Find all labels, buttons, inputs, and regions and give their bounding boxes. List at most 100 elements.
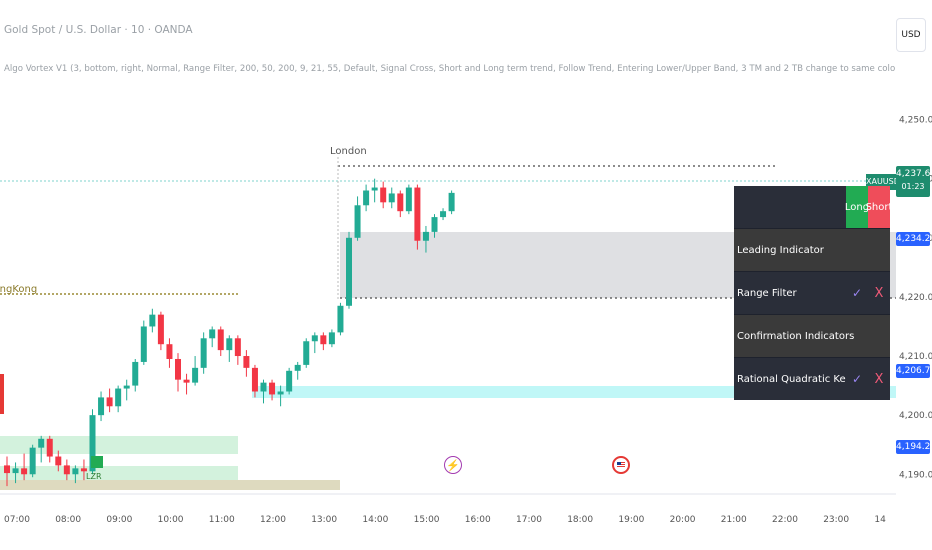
price-tick-label: 4,220.000: [899, 293, 932, 303]
candle-body: [226, 338, 233, 351]
candle-body: [149, 314, 156, 327]
time-tick-label: 17:00: [516, 515, 542, 525]
time-tick-label: 23:00: [823, 515, 849, 525]
time-tick-label: 13:00: [311, 515, 337, 525]
candle-body: [132, 361, 139, 386]
signal-badge-label: LZR: [86, 472, 102, 481]
candle-body: [200, 338, 207, 368]
left-edge-marker: [0, 374, 4, 414]
time-tick-label: 15:00: [414, 515, 440, 525]
candle-body: [440, 211, 447, 218]
candle-body: [4, 465, 10, 474]
candle-body: [106, 397, 113, 407]
london-session-label: London: [330, 146, 367, 157]
currency-button[interactable]: USD: [896, 18, 926, 52]
signal-badge: [91, 456, 103, 468]
candle-body: [80, 468, 87, 472]
demand-zone-upper: [0, 436, 238, 454]
range-filter-short-cross-icon: X: [874, 285, 884, 301]
candle-body: [72, 468, 79, 475]
candle-body: [251, 367, 258, 392]
lightning-icon[interactable]: ⚡: [444, 456, 462, 474]
candle-body: [294, 364, 301, 371]
candle-body: [21, 468, 28, 475]
confirmation-indicators-heading: Confirmation Indicators: [737, 330, 855, 342]
candle-body: [260, 382, 267, 392]
candle-body: [12, 468, 19, 474]
candle-body: [337, 305, 344, 333]
time-axis: 07:00 08:00 09:00 10:00 11:00 12:00 13:00 14:00…: [0, 493, 896, 525]
signal-table: Long Short Leading Indicator Range Filte…: [734, 186, 892, 400]
price-tick-label: 4,210.000: [899, 352, 932, 362]
time-tick-label: 08:00: [55, 515, 81, 525]
us-flag-icon[interactable]: [612, 456, 630, 474]
candle-body: [29, 447, 36, 475]
candle-body: [346, 237, 352, 306]
candle-body: [157, 314, 164, 345]
candle-body: [115, 388, 122, 407]
candle-body: [175, 358, 181, 380]
candle-body: [269, 382, 276, 395]
price-level-tag-1: 4,234.213: [896, 232, 932, 246]
symbol-title[interactable]: Gold Spot / U.S. Dollar · 10 · OANDA: [4, 24, 193, 36]
candle-body: [63, 465, 70, 475]
candle-body: [397, 193, 404, 212]
price-level-tag-3: 4,194.255: [896, 440, 932, 454]
candle-body: [209, 329, 216, 339]
candle-body: [217, 329, 224, 351]
candle-body: [388, 193, 395, 203]
candle-body: [422, 231, 429, 241]
time-tick-label: 14:00: [362, 515, 388, 525]
price-tick-label: 4,200.000: [899, 411, 932, 421]
time-tick-label: 11:00: [209, 515, 235, 525]
table-header-row: Long Short: [734, 186, 892, 229]
leading-indicator-heading: Leading Indicator: [737, 244, 824, 256]
candle-body: [38, 438, 45, 448]
candle-body: [328, 332, 335, 345]
candle-body: [243, 356, 250, 368]
candle-body: [405, 187, 412, 212]
candle-body: [311, 335, 318, 342]
candle-body: [166, 344, 173, 359]
candle-body: [431, 217, 438, 232]
candle-body: [380, 187, 387, 203]
candle-body: [286, 370, 293, 392]
candle-body: [98, 397, 105, 416]
last-price-value: 4,237.665: [896, 169, 932, 179]
candle-body: [192, 367, 199, 383]
demand-zone-lower: [0, 466, 238, 480]
range-zone-bottom: [0, 480, 340, 490]
candle-body: [320, 335, 327, 345]
candle-body: [354, 205, 361, 238]
long-header: Long: [845, 186, 869, 228]
candle-body: [448, 192, 455, 212]
rqk-long-check-icon: ✓: [851, 372, 863, 386]
candle-body: [89, 415, 96, 472]
time-tick-label: 19:00: [618, 515, 644, 525]
table-row: Rational Quadratic Kernel (RQK) ✓ X: [734, 358, 890, 400]
time-tick-label: 18:00: [567, 515, 593, 525]
candle-body: [277, 391, 284, 395]
time-tick-label: 16:00: [465, 515, 491, 525]
time-tick-label: 22:00: [772, 515, 798, 525]
rqk-label: Rational Quadratic Kernel (RQK): [737, 373, 846, 385]
hongkong-session-label: HongKong: [0, 284, 38, 295]
short-header: Short: [866, 186, 892, 228]
time-tick-label: 14: [874, 515, 886, 525]
table-row: Confirmation Indicators: [734, 315, 890, 358]
last-price-tag: 4,237.665 01:23: [896, 166, 932, 197]
candle-body: [123, 385, 130, 389]
indicator-legend[interactable]: Algo Vortex V1 (3, bottom, right, Normal…: [4, 64, 896, 74]
price-tick-label: 4,250.000: [899, 116, 932, 126]
time-tick-label: 09:00: [106, 515, 132, 525]
price-tick-label: 4,190.000: [899, 470, 932, 480]
time-tick-label: 12:00: [260, 515, 286, 525]
candle-body: [371, 187, 378, 191]
candle-body: [183, 379, 190, 383]
candle-body: [363, 190, 370, 206]
table-row: Leading Indicator: [734, 229, 890, 272]
candle-body: [46, 438, 53, 457]
range-filter-long-check-icon: ✓: [851, 286, 863, 300]
table-row: Range Filter ✓ X: [734, 272, 890, 315]
candle-body: [414, 187, 421, 241]
